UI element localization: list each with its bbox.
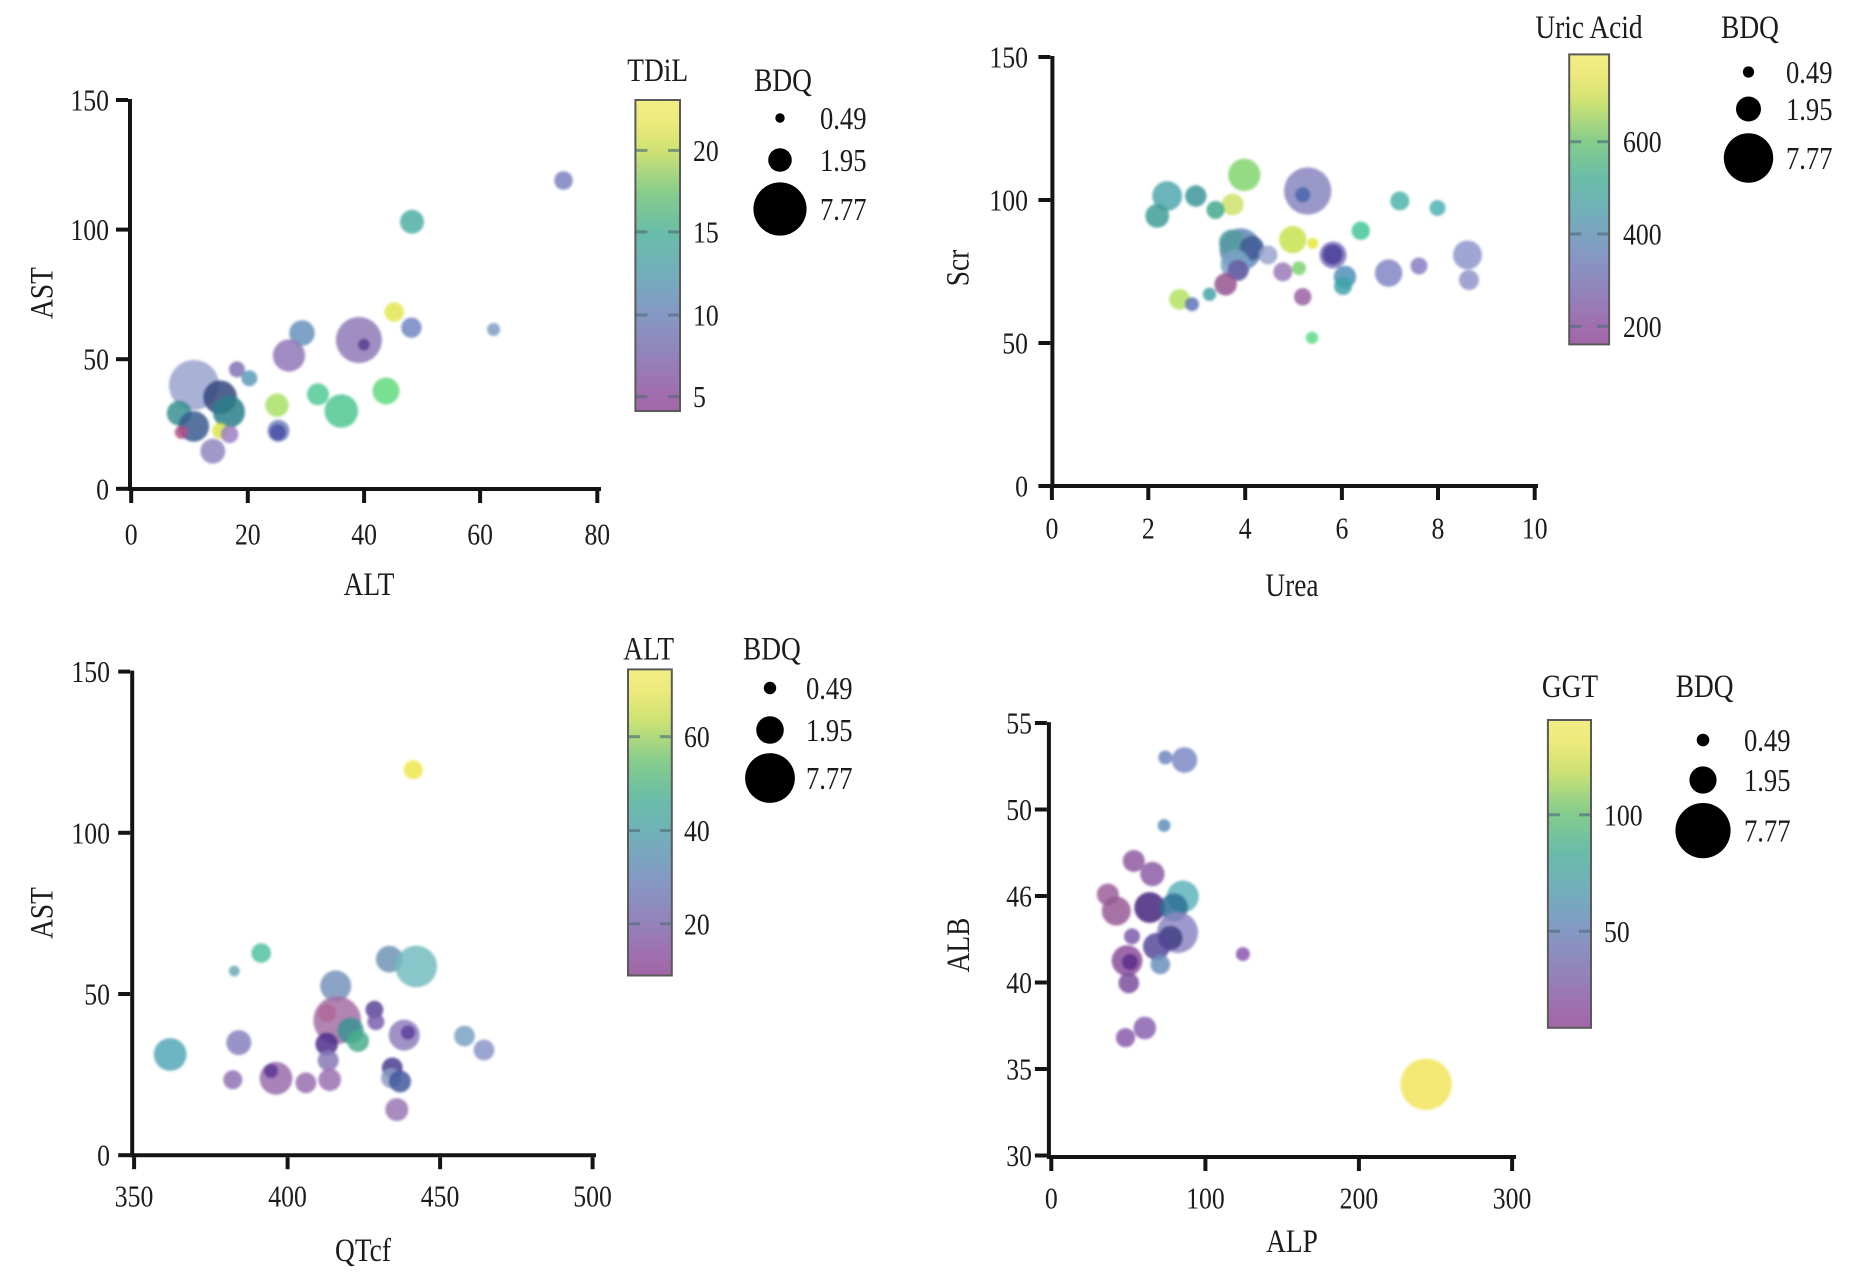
svg-text:50: 50: [1002, 326, 1028, 361]
svg-text:1.95: 1.95: [1786, 91, 1833, 127]
svg-text:0: 0: [1045, 511, 1058, 546]
svg-text:2: 2: [1142, 511, 1155, 546]
svg-text:BDQ: BDQ: [1721, 10, 1779, 46]
svg-text:6: 6: [1335, 511, 1348, 546]
svg-text:5: 5: [693, 379, 706, 414]
svg-text:TDiL: TDiL: [627, 53, 688, 89]
svg-text:400: 400: [1623, 217, 1662, 252]
svg-text:ALP: ALP: [1266, 1224, 1318, 1260]
svg-text:ALT: ALT: [623, 631, 674, 667]
svg-text:150: 150: [989, 40, 1028, 75]
svg-text:Scr: Scr: [941, 250, 977, 287]
svg-text:46: 46: [1006, 879, 1032, 914]
svg-text:Uric Acid: Uric Acid: [1535, 10, 1643, 46]
svg-text:0.49: 0.49: [1786, 54, 1833, 90]
svg-text:100: 100: [1604, 797, 1643, 832]
svg-text:1.95: 1.95: [806, 712, 853, 748]
svg-text:60: 60: [684, 719, 710, 754]
svg-text:35: 35: [1006, 1052, 1032, 1087]
svg-text:150: 150: [70, 83, 109, 118]
svg-text:20: 20: [693, 133, 719, 168]
svg-text:4: 4: [1239, 511, 1252, 546]
svg-text:0.49: 0.49: [1744, 722, 1791, 758]
svg-text:100: 100: [71, 815, 110, 850]
svg-text:AST: AST: [24, 887, 60, 939]
svg-text:ALB: ALB: [941, 918, 977, 973]
svg-text:100: 100: [1186, 1181, 1225, 1216]
svg-text:100: 100: [989, 183, 1028, 218]
svg-text:QTcf: QTcf: [335, 1233, 391, 1269]
svg-text:400: 400: [268, 1179, 307, 1214]
svg-text:Urea: Urea: [1265, 568, 1318, 604]
svg-text:7.77: 7.77: [806, 760, 853, 796]
svg-text:20: 20: [684, 906, 710, 941]
svg-text:7.77: 7.77: [1744, 813, 1791, 849]
svg-text:500: 500: [573, 1179, 612, 1214]
svg-text:50: 50: [1604, 914, 1630, 949]
svg-text:10: 10: [1522, 511, 1548, 546]
svg-text:1.95: 1.95: [820, 142, 867, 178]
svg-text:0: 0: [1045, 1181, 1058, 1216]
svg-text:ALT: ALT: [344, 567, 395, 603]
svg-text:150: 150: [71, 654, 110, 689]
svg-text:300: 300: [1493, 1181, 1532, 1216]
svg-text:0: 0: [125, 517, 138, 552]
svg-text:BDQ: BDQ: [754, 63, 812, 99]
svg-text:BDQ: BDQ: [1676, 669, 1734, 705]
svg-text:0: 0: [97, 1138, 110, 1173]
svg-text:350: 350: [115, 1179, 154, 1214]
svg-text:30: 30: [1006, 1138, 1032, 1173]
svg-text:0: 0: [96, 471, 109, 506]
svg-text:7.77: 7.77: [1786, 140, 1833, 176]
svg-text:60: 60: [467, 517, 493, 552]
svg-text:7.77: 7.77: [820, 191, 867, 227]
svg-text:50: 50: [83, 342, 109, 377]
svg-text:10: 10: [693, 298, 719, 333]
svg-text:100: 100: [70, 212, 109, 247]
svg-text:40: 40: [351, 517, 377, 552]
svg-text:0.49: 0.49: [806, 670, 853, 706]
svg-text:GGT: GGT: [1542, 669, 1598, 705]
svg-text:AST: AST: [24, 267, 60, 319]
svg-text:50: 50: [1006, 792, 1032, 827]
svg-text:15: 15: [693, 214, 719, 249]
svg-text:40: 40: [684, 813, 710, 848]
svg-text:600: 600: [1623, 124, 1662, 159]
svg-text:0: 0: [1015, 469, 1028, 504]
svg-text:0.49: 0.49: [820, 100, 867, 136]
svg-text:55: 55: [1006, 706, 1032, 741]
svg-text:1.95: 1.95: [1744, 762, 1791, 798]
svg-text:8: 8: [1432, 511, 1445, 546]
svg-text:200: 200: [1340, 1181, 1379, 1216]
svg-text:50: 50: [84, 977, 110, 1012]
svg-text:BDQ: BDQ: [743, 631, 801, 667]
svg-text:40: 40: [1006, 965, 1032, 1000]
svg-text:200: 200: [1623, 309, 1662, 344]
svg-text:450: 450: [421, 1179, 460, 1214]
svg-text:20: 20: [235, 517, 261, 552]
svg-text:80: 80: [584, 517, 610, 552]
